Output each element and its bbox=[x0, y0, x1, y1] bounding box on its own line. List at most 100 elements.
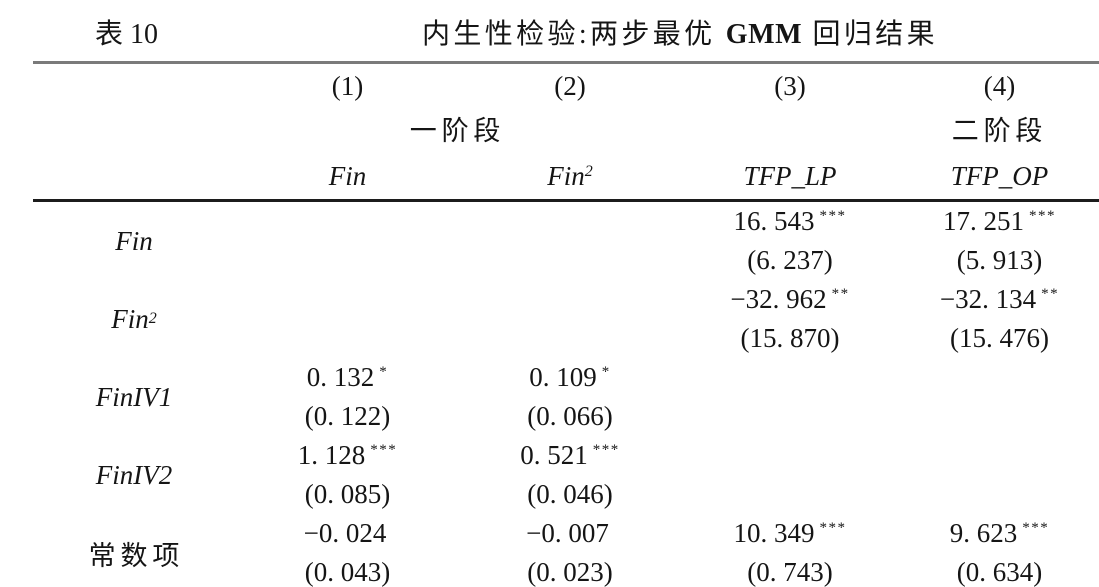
row-label-text: Fin bbox=[111, 303, 149, 334]
estimate-value: −32. 134 bbox=[939, 284, 1037, 314]
estimate-line bbox=[460, 202, 680, 241]
coef-cell bbox=[900, 436, 1099, 514]
table-row-constant: 常数项 −0. 024 (0. 043) −0. 007 (0. 023) 10… bbox=[33, 514, 1099, 587]
estimate-line: −32. 134 ** bbox=[900, 280, 1099, 319]
depvar-tfp-op: TFP_OP bbox=[900, 154, 1099, 199]
stderr-value: (0. 046) bbox=[527, 479, 613, 509]
significance-stars: ** bbox=[831, 286, 850, 302]
estimate-line: 0. 521 *** bbox=[460, 436, 680, 475]
stage-second-label: 二阶段 bbox=[951, 116, 1048, 146]
significance-stars: *** bbox=[819, 520, 847, 536]
estimate-line bbox=[460, 280, 680, 319]
stderr-value: (0. 066) bbox=[527, 401, 613, 431]
coef-cell bbox=[680, 358, 900, 436]
row-label-fin2: Fin 2 bbox=[111, 303, 157, 334]
coef-cell bbox=[235, 280, 460, 358]
stderr-value: (5. 913) bbox=[956, 245, 1043, 275]
estimate-line bbox=[900, 358, 1099, 397]
estimate-value: 0. 109 bbox=[529, 362, 597, 392]
estimate-line: 0. 132 * bbox=[235, 358, 460, 397]
col-number-4: (4) bbox=[983, 71, 1016, 101]
estimate-value: 17. 251 bbox=[943, 206, 1024, 236]
coef-cell: −32. 962 ** (15. 870) bbox=[680, 280, 900, 358]
coef-cell bbox=[900, 358, 1099, 436]
col-number-3: (3) bbox=[774, 71, 806, 101]
estimate-line bbox=[900, 436, 1099, 475]
table-row-fin2: Fin 2 −32. 962 ** (15. 870) −32. 134 ** (15… bbox=[33, 280, 1099, 358]
row-label-text: FinIV1 bbox=[95, 381, 173, 412]
stderr-value bbox=[235, 319, 460, 358]
estimate-value: 16. 543 bbox=[733, 206, 815, 236]
stderr-value: (0. 085) bbox=[304, 479, 391, 509]
estimate-line: −0. 024 bbox=[235, 514, 460, 553]
stderr-value bbox=[900, 475, 1099, 514]
estimate-value: 0. 521 bbox=[520, 440, 588, 470]
coef-cell: 0. 132 * (0. 122) bbox=[235, 358, 460, 436]
header-spacer bbox=[33, 64, 235, 109]
col-number-1: (1) bbox=[331, 71, 364, 101]
estimate-line bbox=[680, 358, 900, 397]
coef-cell: −32. 134 ** (15. 476) bbox=[900, 280, 1099, 358]
depvar-tfp-lp-text: TFP_LP bbox=[743, 161, 837, 191]
stderr-value bbox=[900, 397, 1099, 436]
estimate-line: 10. 349 *** bbox=[680, 514, 900, 553]
stderr-value: (0. 634) bbox=[956, 557, 1043, 587]
estimate-line: −0. 007 bbox=[460, 514, 680, 553]
estimate-line: 16. 543 *** bbox=[680, 202, 900, 241]
coef-cell bbox=[460, 202, 680, 280]
row-label-finiv1: FinIV1 bbox=[33, 358, 235, 436]
depvar-spacer bbox=[33, 154, 235, 199]
significance-stars: *** bbox=[592, 442, 620, 458]
significance-stars: *** bbox=[1029, 208, 1056, 224]
coef-cell bbox=[680, 436, 900, 514]
significance-stars: ** bbox=[1041, 286, 1060, 302]
header-rule bbox=[33, 199, 1099, 202]
estimate-line: 1. 128 *** bbox=[235, 436, 460, 475]
stage-first-label: 一阶段 bbox=[409, 116, 506, 146]
table-title-post: 回归结果 bbox=[802, 19, 938, 50]
stderr-value bbox=[235, 241, 460, 280]
coef-cell: −0. 007 (0. 023) bbox=[460, 514, 680, 587]
stderr-value: (6. 237) bbox=[747, 245, 833, 275]
row-label-text: Fin bbox=[115, 225, 153, 256]
stderr-value: (15. 476) bbox=[950, 323, 1049, 353]
table-title: 内生性检验:两步最优 GMM 回归结果 bbox=[422, 12, 938, 52]
table-row-fin: Fin 16. 543 *** (6. 237) 17. 251 *** (5. 9… bbox=[33, 202, 1099, 280]
coef-cell: 0. 109 * (0. 066) bbox=[460, 358, 680, 436]
depvar-tfp-lp: TFP_LP bbox=[680, 154, 900, 199]
stderr-value bbox=[680, 397, 900, 436]
stderr-value bbox=[460, 319, 680, 358]
row-label-constant: 常数项 bbox=[33, 514, 235, 587]
row-label-text: 常数项 bbox=[88, 540, 185, 571]
stderr-value: (0. 023) bbox=[527, 557, 613, 587]
coef-cell: 16. 543 *** (6. 237) bbox=[680, 202, 900, 280]
estimate-value: 0. 132 bbox=[306, 362, 375, 392]
stderr-value bbox=[680, 475, 900, 514]
estimate-line: 0. 109 * bbox=[460, 358, 680, 397]
stderr-value: (0. 043) bbox=[304, 557, 391, 587]
estimate-line: −32. 962 ** bbox=[680, 280, 900, 319]
depvar-fin2-sup: 2 bbox=[584, 163, 593, 180]
estimate-line: 17. 251 *** bbox=[900, 202, 1099, 241]
estimate-line: 9. 623 *** bbox=[900, 514, 1099, 553]
significance-stars: * bbox=[601, 364, 611, 380]
coef-cell: 1. 128 *** (0. 085) bbox=[235, 436, 460, 514]
significance-stars: *** bbox=[370, 442, 398, 458]
estimate-line bbox=[235, 280, 460, 319]
coef-cell: 17. 251 *** (5. 913) bbox=[900, 202, 1099, 280]
coef-cell: 0. 521 *** (0. 046) bbox=[460, 436, 680, 514]
depvar-row: Fin Fin2 TFP_LP TFP_OP bbox=[33, 154, 1099, 199]
table-caption: 表 10 内生性检验:两步最优 GMM 回归结果 bbox=[33, 0, 1099, 61]
stage-row: 一阶段 二阶段 bbox=[33, 109, 1099, 154]
table-row-finiv1: FinIV1 0. 132 * (0. 122) 0. 109 * (0. 066) bbox=[33, 358, 1099, 436]
stderr-value: (0. 743) bbox=[747, 557, 833, 587]
coef-cell: 10. 349 *** (0. 743) bbox=[680, 514, 900, 587]
depvar-fin2-text: Fin bbox=[547, 161, 585, 191]
paper-table: 表 10 内生性检验:两步最优 GMM 回归结果 (1) (2) (3) (4)… bbox=[33, 0, 1099, 587]
row-label-text: FinIV2 bbox=[95, 459, 173, 490]
stderr-value: (15. 870) bbox=[740, 323, 840, 353]
table-title-pre: 内生性检验:两步最优 bbox=[422, 19, 726, 50]
significance-stars: * bbox=[379, 364, 389, 380]
col-number-2: (2) bbox=[554, 71, 586, 101]
table-title-gmm: GMM bbox=[725, 19, 803, 50]
